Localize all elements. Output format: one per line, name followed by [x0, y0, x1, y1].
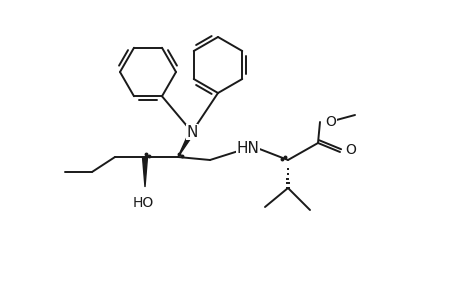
Text: O: O: [344, 143, 355, 157]
Text: N: N: [186, 124, 197, 140]
Text: O: O: [325, 115, 335, 129]
Polygon shape: [142, 157, 147, 187]
Text: HO: HO: [132, 196, 153, 210]
Polygon shape: [178, 131, 194, 157]
Text: HN: HN: [236, 140, 259, 155]
